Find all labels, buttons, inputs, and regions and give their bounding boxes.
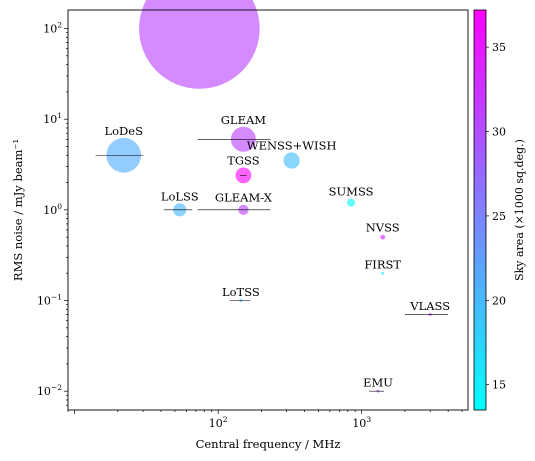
marker-vlss — [139, 0, 260, 89]
colorbar-ticks: 15 20 25 30 35 — [486, 41, 506, 392]
y-axis-label: RMS noise / mJy beam⁻¹ — [11, 139, 25, 281]
colorbar-tick-label: 25 — [492, 210, 506, 223]
label-gleam-x: GLEAM-X — [215, 191, 273, 205]
colorbar-tick-label: 30 — [492, 126, 506, 139]
y-tick-label: 102 — [43, 21, 62, 36]
label-vlass: VLASS — [409, 299, 450, 313]
label-first: FIRST — [364, 258, 401, 272]
x-axis-ticks: 102 103 — [67, 410, 463, 430]
y-tick-label: 100 — [43, 202, 62, 217]
colorbar: 15 20 25 30 35 Sky area (×1000 sq.deg.) — [473, 9, 526, 411]
x-axis-label: Central frequency / MHz — [196, 437, 341, 451]
label-gleam: GLEAM — [221, 113, 267, 127]
x-tick-label: 103 — [352, 415, 371, 430]
marker-wenss-wish — [283, 152, 300, 169]
label-emu: EMU — [363, 376, 393, 390]
marker-nvss — [380, 234, 386, 240]
label-nvss: NVSS — [366, 221, 400, 235]
label-lotss: LoTSS — [222, 285, 260, 299]
y-tick-label: 101 — [43, 111, 62, 126]
colorbar-tick-label: 35 — [492, 41, 506, 54]
colorbar-gradient — [473, 9, 487, 411]
label-wenss-wish: WENSS+WISH — [247, 138, 337, 152]
label-lodes: LoDeS — [104, 124, 143, 138]
label-lolss: LoLSS — [161, 189, 199, 203]
marker-sumss — [347, 198, 356, 207]
y-tick-label: 10−2 — [37, 383, 62, 398]
survey-labels: VLSSLoDeSGLEAMWENSS+WISHTGSSLoLSSGLEAM-X… — [104, 113, 450, 390]
survey-markers — [95, 0, 449, 393]
colorbar-tick-label: 20 — [492, 294, 506, 307]
label-sumss: SUMSS — [329, 185, 374, 199]
x-tick-label: 102 — [209, 415, 228, 430]
label-tgss: TGSS — [227, 153, 260, 167]
y-axis-ticks: 10−2 10−1 100 101 102 — [37, 21, 68, 406]
marker-first — [381, 271, 385, 275]
y-tick-label: 10−1 — [37, 293, 62, 308]
colorbar-tick-label: 15 — [492, 379, 506, 392]
colorbar-label: Sky area (×1000 sq.deg.) — [513, 139, 526, 281]
